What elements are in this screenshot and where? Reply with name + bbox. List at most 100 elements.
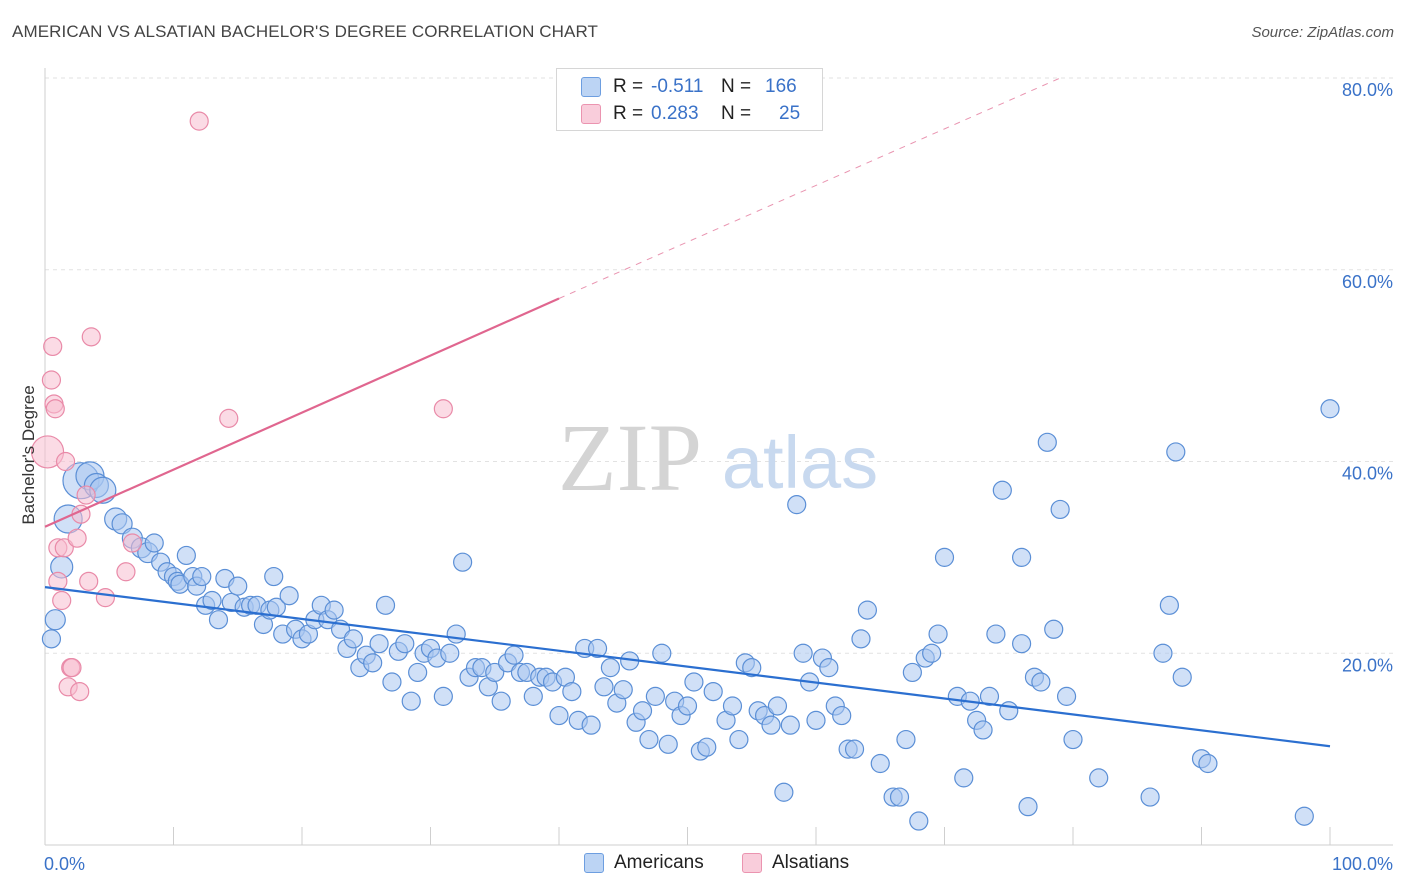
y-tick-label: 40.0% xyxy=(1342,464,1393,484)
american-point xyxy=(780,715,800,735)
alsatian-trend-extension xyxy=(558,77,1061,299)
american-point xyxy=(375,595,396,615)
american-point xyxy=(992,480,1012,500)
alsatian-point xyxy=(81,327,101,347)
american-point xyxy=(632,701,653,721)
alsatian-point xyxy=(122,533,142,553)
american-point xyxy=(279,586,299,606)
americans-swatch xyxy=(584,853,604,873)
american-point xyxy=(324,600,344,620)
american-point xyxy=(870,753,890,774)
american-trend-line xyxy=(44,586,1331,748)
american-point xyxy=(446,624,466,644)
american-point xyxy=(703,681,723,702)
y-tick-label: 80.0% xyxy=(1342,80,1393,100)
american-point xyxy=(587,638,608,659)
american-point xyxy=(408,662,428,683)
american-point xyxy=(202,590,222,611)
legend-alsatians-label: Alsatians xyxy=(772,852,850,873)
american-point xyxy=(144,533,164,553)
american-point xyxy=(889,787,910,807)
american-point xyxy=(1153,643,1173,663)
american-point xyxy=(1166,442,1186,462)
watermark-atlas: atlas xyxy=(722,421,878,504)
tick-labels: 20.0% 40.0% 60.0% 80.0% 0.0% 100.0% xyxy=(44,80,1393,874)
american-point xyxy=(264,566,284,587)
alsatians-swatch xyxy=(581,104,601,124)
alsatian-point xyxy=(67,528,87,548)
american-point xyxy=(485,662,505,683)
american-point xyxy=(722,696,743,716)
american-point xyxy=(369,634,389,654)
x-tick-label-min: 0.0% xyxy=(44,854,85,874)
alsatian-point xyxy=(433,399,453,419)
n-value: 166 xyxy=(765,76,797,97)
x-tick-label-max: 100.0% xyxy=(1332,854,1393,874)
alsatian-point xyxy=(55,451,76,472)
watermark: ZIP atlas xyxy=(558,404,878,511)
american-point xyxy=(973,720,993,740)
r-value: 0.283 xyxy=(651,103,699,124)
american-point xyxy=(41,629,62,649)
american-point xyxy=(176,545,196,566)
alsatian-point xyxy=(45,399,65,419)
american-point xyxy=(1050,499,1070,520)
alsatian-point xyxy=(43,336,63,357)
american-point xyxy=(1011,634,1032,654)
r-label: R = xyxy=(613,76,644,97)
american-point xyxy=(453,552,473,572)
american-point xyxy=(1089,768,1109,788)
series-legend: Americans Alsatians xyxy=(0,852,1406,876)
american-point xyxy=(1031,672,1051,692)
stats-legend: R = -0.511 N = 166 R = 0.283 N = 25 xyxy=(556,68,823,131)
american-point xyxy=(857,600,878,620)
american-point xyxy=(1011,547,1032,567)
american-point xyxy=(1044,619,1064,639)
american-point xyxy=(600,658,621,678)
alsatian-point xyxy=(79,571,99,591)
american-point xyxy=(504,645,524,665)
alsatian-trend-line xyxy=(44,297,560,528)
alsatian-point xyxy=(41,370,62,390)
n-label: N = xyxy=(721,76,752,97)
trend-lines xyxy=(44,77,1331,748)
american-point xyxy=(401,691,421,711)
alsatian-point xyxy=(116,562,136,582)
alsatians-swatch xyxy=(742,853,762,873)
american-point xyxy=(979,686,1000,706)
american-point xyxy=(844,739,865,759)
american-point xyxy=(395,634,415,654)
alsatian-point xyxy=(95,588,115,608)
alsatian-point xyxy=(48,571,68,591)
american-point xyxy=(382,672,402,692)
american-point xyxy=(677,696,698,716)
american-point xyxy=(639,729,659,750)
american-point xyxy=(208,610,229,630)
american-point xyxy=(986,624,1006,644)
american-point xyxy=(562,681,582,702)
n-label: N = xyxy=(721,103,752,124)
american-point xyxy=(594,677,614,697)
american-point xyxy=(228,576,248,596)
american-point xyxy=(581,715,601,735)
american-point xyxy=(909,811,929,831)
r-label: R = xyxy=(613,103,644,124)
american-point xyxy=(1159,595,1179,615)
american-point xyxy=(1294,806,1314,826)
american-point xyxy=(343,629,363,649)
legend-americans[interactable]: Americans xyxy=(584,852,704,874)
american-point xyxy=(767,696,788,716)
american-point xyxy=(697,737,717,757)
american-point xyxy=(440,643,460,663)
legend-americans-label: Americans xyxy=(614,852,704,873)
alsatian-point xyxy=(76,485,96,505)
american-point xyxy=(928,624,948,644)
legend-alsatians[interactable]: Alsatians xyxy=(742,852,849,874)
american-point xyxy=(523,686,543,706)
american-point xyxy=(111,513,133,535)
american-point xyxy=(832,705,852,726)
r-value: -0.511 xyxy=(651,76,704,97)
y-axis-label: Bachelor's Degree xyxy=(19,385,38,524)
alsatian-point xyxy=(52,590,72,611)
